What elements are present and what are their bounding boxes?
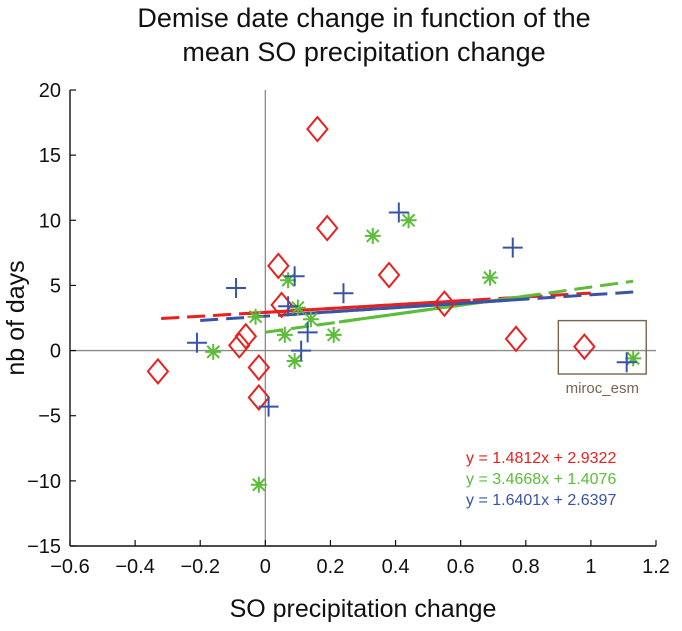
chart-title: Demise date change in function of the me…	[137, 3, 590, 67]
x-tick-label: 0.6	[447, 556, 475, 578]
asterisk-marker	[280, 272, 297, 289]
asterisk-marker	[400, 212, 417, 229]
y-tick-label: 0	[50, 341, 61, 363]
diamond-marker	[573, 333, 596, 361]
plus-marker	[226, 278, 247, 299]
y-tick-label: 10	[39, 210, 61, 232]
fit-equations: y = 1.4812x + 2.9322 y = 3.4668x + 1.4076…	[466, 450, 616, 509]
diamond-marker	[227, 331, 251, 359]
asterisk-marker	[205, 343, 222, 360]
asterisk-marker	[481, 269, 498, 286]
chart-title-line-2: mean SO precipitation change	[182, 37, 545, 67]
y-tick-label: −10	[27, 471, 61, 493]
y-tick-label: 20	[39, 80, 61, 102]
asterisk-marker	[302, 311, 319, 328]
y-tick-label: 15	[39, 145, 61, 167]
x-tick-label: 0.4	[382, 556, 410, 578]
plus-marker	[616, 352, 637, 373]
plus-marker	[284, 266, 305, 287]
diamond-marker	[504, 325, 528, 353]
plus-marker	[388, 202, 409, 223]
data-points	[146, 115, 642, 493]
plus-marker	[297, 322, 318, 343]
asterisk-marker	[276, 326, 293, 343]
fit-line-solid	[247, 298, 471, 315]
asterisk-marker	[286, 352, 303, 369]
x-tick-label: −0.2	[180, 556, 219, 578]
diamond-marker	[377, 261, 401, 289]
x-axis-label: SO precipitation change	[230, 595, 497, 623]
fit-equation: y = 1.6401x + 2.6397	[466, 492, 616, 509]
miroc-esm-box	[557, 319, 647, 375]
diamond-marker	[267, 252, 290, 280]
fit-equation: y = 1.4812x + 2.9322	[466, 450, 616, 467]
diamond-marker	[306, 115, 329, 143]
x-tick-label: 0.8	[512, 556, 540, 578]
diamond-marker	[146, 357, 170, 385]
diamond-marker	[433, 290, 456, 318]
diamond-marker	[247, 383, 271, 412]
regression-lines	[161, 279, 634, 334]
y-axis-label: nb of days	[2, 260, 30, 375]
asterisk-marker	[325, 326, 342, 343]
plus-marker	[502, 237, 523, 258]
plus-marker	[258, 396, 279, 417]
diamond-marker	[247, 353, 271, 382]
x-tick-label: 1.2	[642, 556, 670, 578]
diamond-marker	[315, 214, 339, 242]
axes: −0.6 −0.4 −0.2 0 0.2 0.4 0.6 0.8 1 1.2 −15 −10 −5 0 5 1…	[27, 80, 670, 578]
annotation: miroc_esm	[557, 319, 647, 397]
diamond-marker	[234, 322, 258, 350]
x-tick-label: −0.4	[115, 556, 154, 578]
x-tick-label: 0.2	[317, 556, 345, 578]
asterisk-marker	[250, 476, 267, 493]
y-tick-label: 5	[50, 275, 61, 297]
fit-line-solid	[286, 298, 513, 317]
y-tick-label: −15	[27, 536, 61, 558]
x-tick-label: −0.6	[50, 556, 89, 578]
miroc-esm-label: miroc_esm	[566, 380, 639, 397]
asterisk-marker	[364, 227, 381, 244]
plus-marker	[333, 283, 354, 304]
x-tick-label: 1	[585, 556, 596, 578]
asterisk-marker	[289, 299, 306, 316]
plus-marker	[186, 332, 207, 353]
asterisk-marker	[247, 308, 264, 325]
fit-equation: y = 3.4668x + 1.4076	[466, 471, 616, 488]
x-tick-label: 0	[260, 556, 271, 578]
y-tick-label: −5	[38, 406, 61, 428]
chart-title-line-1: Demise date change in function of the	[137, 3, 590, 33]
plus-marker	[278, 296, 299, 317]
asterisk-marker	[625, 350, 642, 367]
plus-marker	[291, 340, 312, 361]
